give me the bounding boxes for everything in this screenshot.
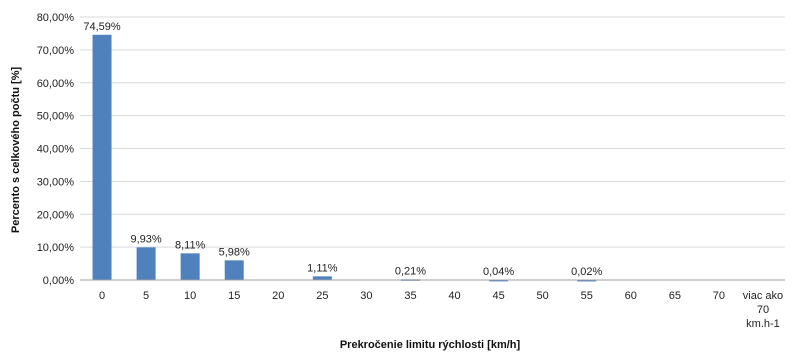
x-tick-label: 20 — [272, 290, 284, 302]
x-tick-label: viac ako 70 km.h-1 — [743, 290, 783, 330]
data-label: 0,04% — [483, 266, 514, 278]
x-tick-label: 45 — [492, 290, 504, 302]
y-tick-label: 40,00% — [37, 144, 75, 156]
bar — [92, 34, 112, 281]
x-tick-label: 55 — [581, 290, 593, 302]
x-tick-label: 70 — [713, 290, 725, 302]
x-tick-label: 15 — [228, 290, 240, 302]
bar — [577, 279, 597, 282]
bar — [136, 247, 156, 280]
data-label: 74,59% — [83, 21, 121, 33]
data-label: 0,02% — [571, 266, 602, 278]
x-tick-label: 5 — [143, 290, 149, 302]
bar — [312, 276, 332, 280]
y-tick-label: 50,00% — [37, 111, 75, 123]
x-tick-label: 35 — [404, 290, 416, 302]
x-axis-title: Prekročenie limitu rýchlosti [km/h] — [340, 339, 521, 351]
y-tick-label: 30,00% — [37, 176, 75, 188]
x-tick-label: 10 — [184, 290, 196, 302]
y-tick-label: 10,00% — [37, 242, 75, 254]
bar — [489, 279, 509, 282]
data-labels: 74,59% 9,93% 8,11% 5,98% 1,11% 0,21% 0,04% 0,02… — [83, 21, 602, 278]
y-tick-labels: 0,00% 10,00% 20,00% 30,00% 40,00% 50,00% 60,00… — [37, 12, 75, 287]
x-tick-label: 50 — [537, 290, 549, 302]
y-tick-label: 60,00% — [37, 78, 75, 90]
gridlines — [80, 16, 785, 248]
x-tick-label: 25 — [316, 290, 328, 302]
x-tick-labels: 0 5 10 15 20 25 30 35 40 45 50 55 60 65 70 viac ako 70 km… — [99, 290, 783, 330]
bar — [180, 253, 200, 280]
y-tick-label: 0,00% — [43, 275, 74, 287]
data-label: 8,11% — [175, 239, 206, 251]
data-label: 9,93% — [130, 233, 161, 245]
y-tick-label: 70,00% — [37, 45, 75, 57]
x-tick-label: 60 — [625, 290, 637, 302]
data-label: 1,11% — [307, 262, 338, 274]
data-label: 5,98% — [219, 246, 250, 258]
y-tick-label: 20,00% — [37, 209, 75, 221]
x-tick-label: 0 — [99, 290, 105, 302]
data-label: 0,21% — [395, 265, 426, 277]
x-tick-label: 65 — [669, 290, 681, 302]
bar — [224, 260, 244, 280]
bars — [92, 34, 597, 282]
x-tick-label: 30 — [360, 290, 372, 302]
x-tick-label: 40 — [448, 290, 460, 302]
y-axis-title: Percento s celkového počtu [%] — [10, 67, 22, 234]
y-tick-label: 80,00% — [37, 12, 75, 24]
